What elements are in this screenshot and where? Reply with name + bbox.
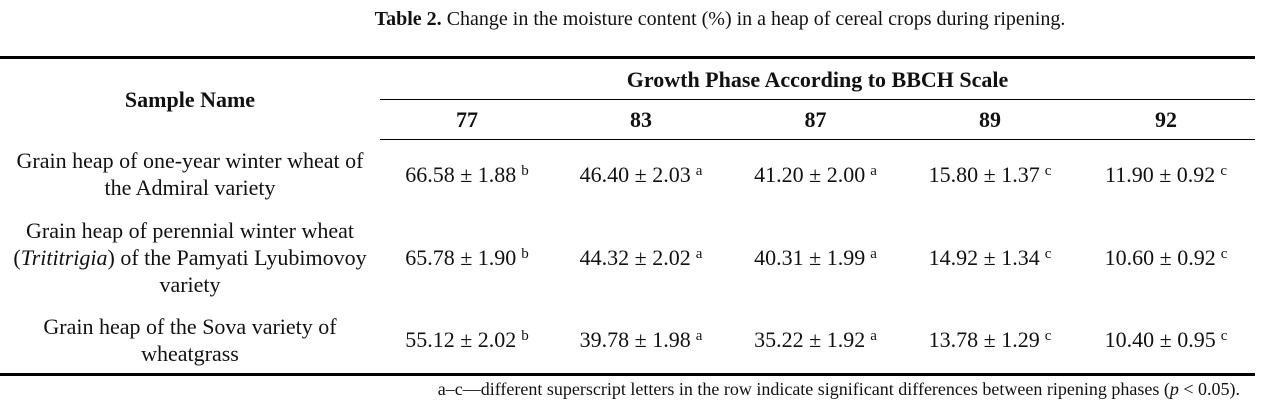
value-cell: 15.80 ± 1.37 c: [903, 140, 1077, 209]
significance: b: [521, 245, 529, 262]
value: 10.60 ± 0.92: [1104, 244, 1216, 270]
footnote-part: < 0.05).: [1178, 379, 1240, 399]
phase-header: 89: [903, 99, 1077, 140]
value-cell: 65.78 ± 1.90 b: [380, 208, 554, 306]
footnote-part: a–c—different superscript letters in the…: [437, 379, 1170, 399]
value-cell: 66.58 ± 1.88 b: [380, 140, 554, 209]
value: 66.58 ± 1.88: [405, 161, 517, 187]
significance: c: [1220, 328, 1228, 344]
significance: c: [1044, 328, 1052, 344]
value: 35.22 ± 1.92: [754, 327, 866, 352]
value-cell: 46.40 ± 2.03 a: [554, 140, 728, 209]
value-cell: 10.60 ± 0.92 c: [1077, 208, 1255, 306]
value-cell: 44.32 ± 2.02 a: [554, 208, 728, 306]
name-part: ) of the Pamyati Lyubimovoy variety: [107, 244, 367, 297]
value: 44.32 ± 2.02: [579, 244, 691, 270]
caption-label: Table 2.: [374, 8, 442, 30]
value: 10.40 ± 0.95: [1104, 327, 1216, 352]
significance: c: [1044, 245, 1052, 262]
phase-header: 87: [728, 99, 903, 140]
caption: Table 2. Change in the moisture content …: [0, 8, 1280, 31]
value-cell: 35.22 ± 1.92 a: [728, 306, 903, 376]
value: 40.31 ± 1.99: [754, 244, 866, 270]
value-cell: 41.20 ± 2.00 a: [728, 140, 903, 209]
header-row: Sample Name Growth Phase According to BB…: [0, 56, 1256, 140]
name-part: Grain heap of perennial winter wheat (: [13, 217, 355, 270]
phase-header: 77: [380, 99, 554, 140]
name-part: Grain heap of the Sova variety of wheatg…: [43, 313, 337, 366]
significance: a: [870, 328, 877, 344]
phase-row: 77 83 87 89 92: [0, 99, 1256, 140]
significance: a: [695, 328, 703, 344]
sample-name: Grain heap of one-year winter wheat of t…: [0, 140, 380, 209]
footnote-part: p: [1169, 379, 1179, 399]
value: 13.78 ± 1.29: [928, 327, 1040, 352]
significance: a: [870, 245, 877, 262]
phase-header: 92: [1077, 99, 1256, 140]
value-cell: 40.31 ± 1.99 a: [728, 208, 903, 306]
phase-header: 83: [554, 99, 728, 140]
value: 39.78 ± 1.98: [579, 327, 691, 352]
name-part: Trititrigia: [20, 244, 108, 270]
sample-header: Sample Name: [0, 56, 380, 140]
group-header: Growth Phase According to BBCH Scale: [380, 56, 1256, 100]
significance: a: [695, 245, 703, 262]
value-cell: 39.78 ± 1.98 a: [554, 306, 728, 376]
data-table: Sample Name Growth Phase According to BB…: [0, 56, 1256, 376]
significance: a: [870, 162, 877, 179]
value: 65.78 ± 1.90: [405, 244, 517, 270]
value: 14.92 ± 1.34: [928, 244, 1040, 270]
significance: a: [695, 162, 703, 179]
caption-text: Change in the moisture content (%) in a …: [441, 8, 1066, 30]
significance: b: [521, 328, 529, 344]
significance: c: [1220, 162, 1227, 179]
table-row: Grain heap of perennial winter wheat (Tr…: [0, 208, 1255, 306]
value-cell: 55.12 ± 2.02 b: [380, 306, 554, 376]
significance: c: [1220, 245, 1228, 262]
table-row: Grain heap of one-year winter wheat of t…: [0, 140, 1255, 209]
value-cell: 10.40 ± 0.95 c: [1077, 306, 1256, 376]
value: 46.40 ± 2.03: [579, 161, 691, 187]
value-cell: 11.90 ± 0.92 c: [1077, 140, 1255, 209]
significance: c: [1044, 162, 1052, 179]
significance: b: [521, 162, 529, 179]
value-cell: 14.92 ± 1.34 c: [903, 208, 1077, 306]
sample-name: Grain heap of perennial winter wheat (Tr…: [0, 208, 380, 306]
value: 11.90 ± 0.92: [1105, 161, 1216, 187]
table-row: Grain heap of the Sova variety of wheatg…: [0, 306, 1256, 376]
name-part: Grain heap of one-year winter wheat of t…: [16, 147, 364, 200]
value: 55.12 ± 2.02: [405, 327, 517, 352]
value: 15.80 ± 1.37: [928, 161, 1040, 187]
footnote: a–c—different superscript letters in the…: [438, 379, 1240, 400]
value: 41.20 ± 2.00: [754, 161, 866, 187]
value-cell: 13.78 ± 1.29 c: [903, 306, 1077, 376]
sample-name: Grain heap of the Sova variety of wheatg…: [0, 306, 380, 376]
